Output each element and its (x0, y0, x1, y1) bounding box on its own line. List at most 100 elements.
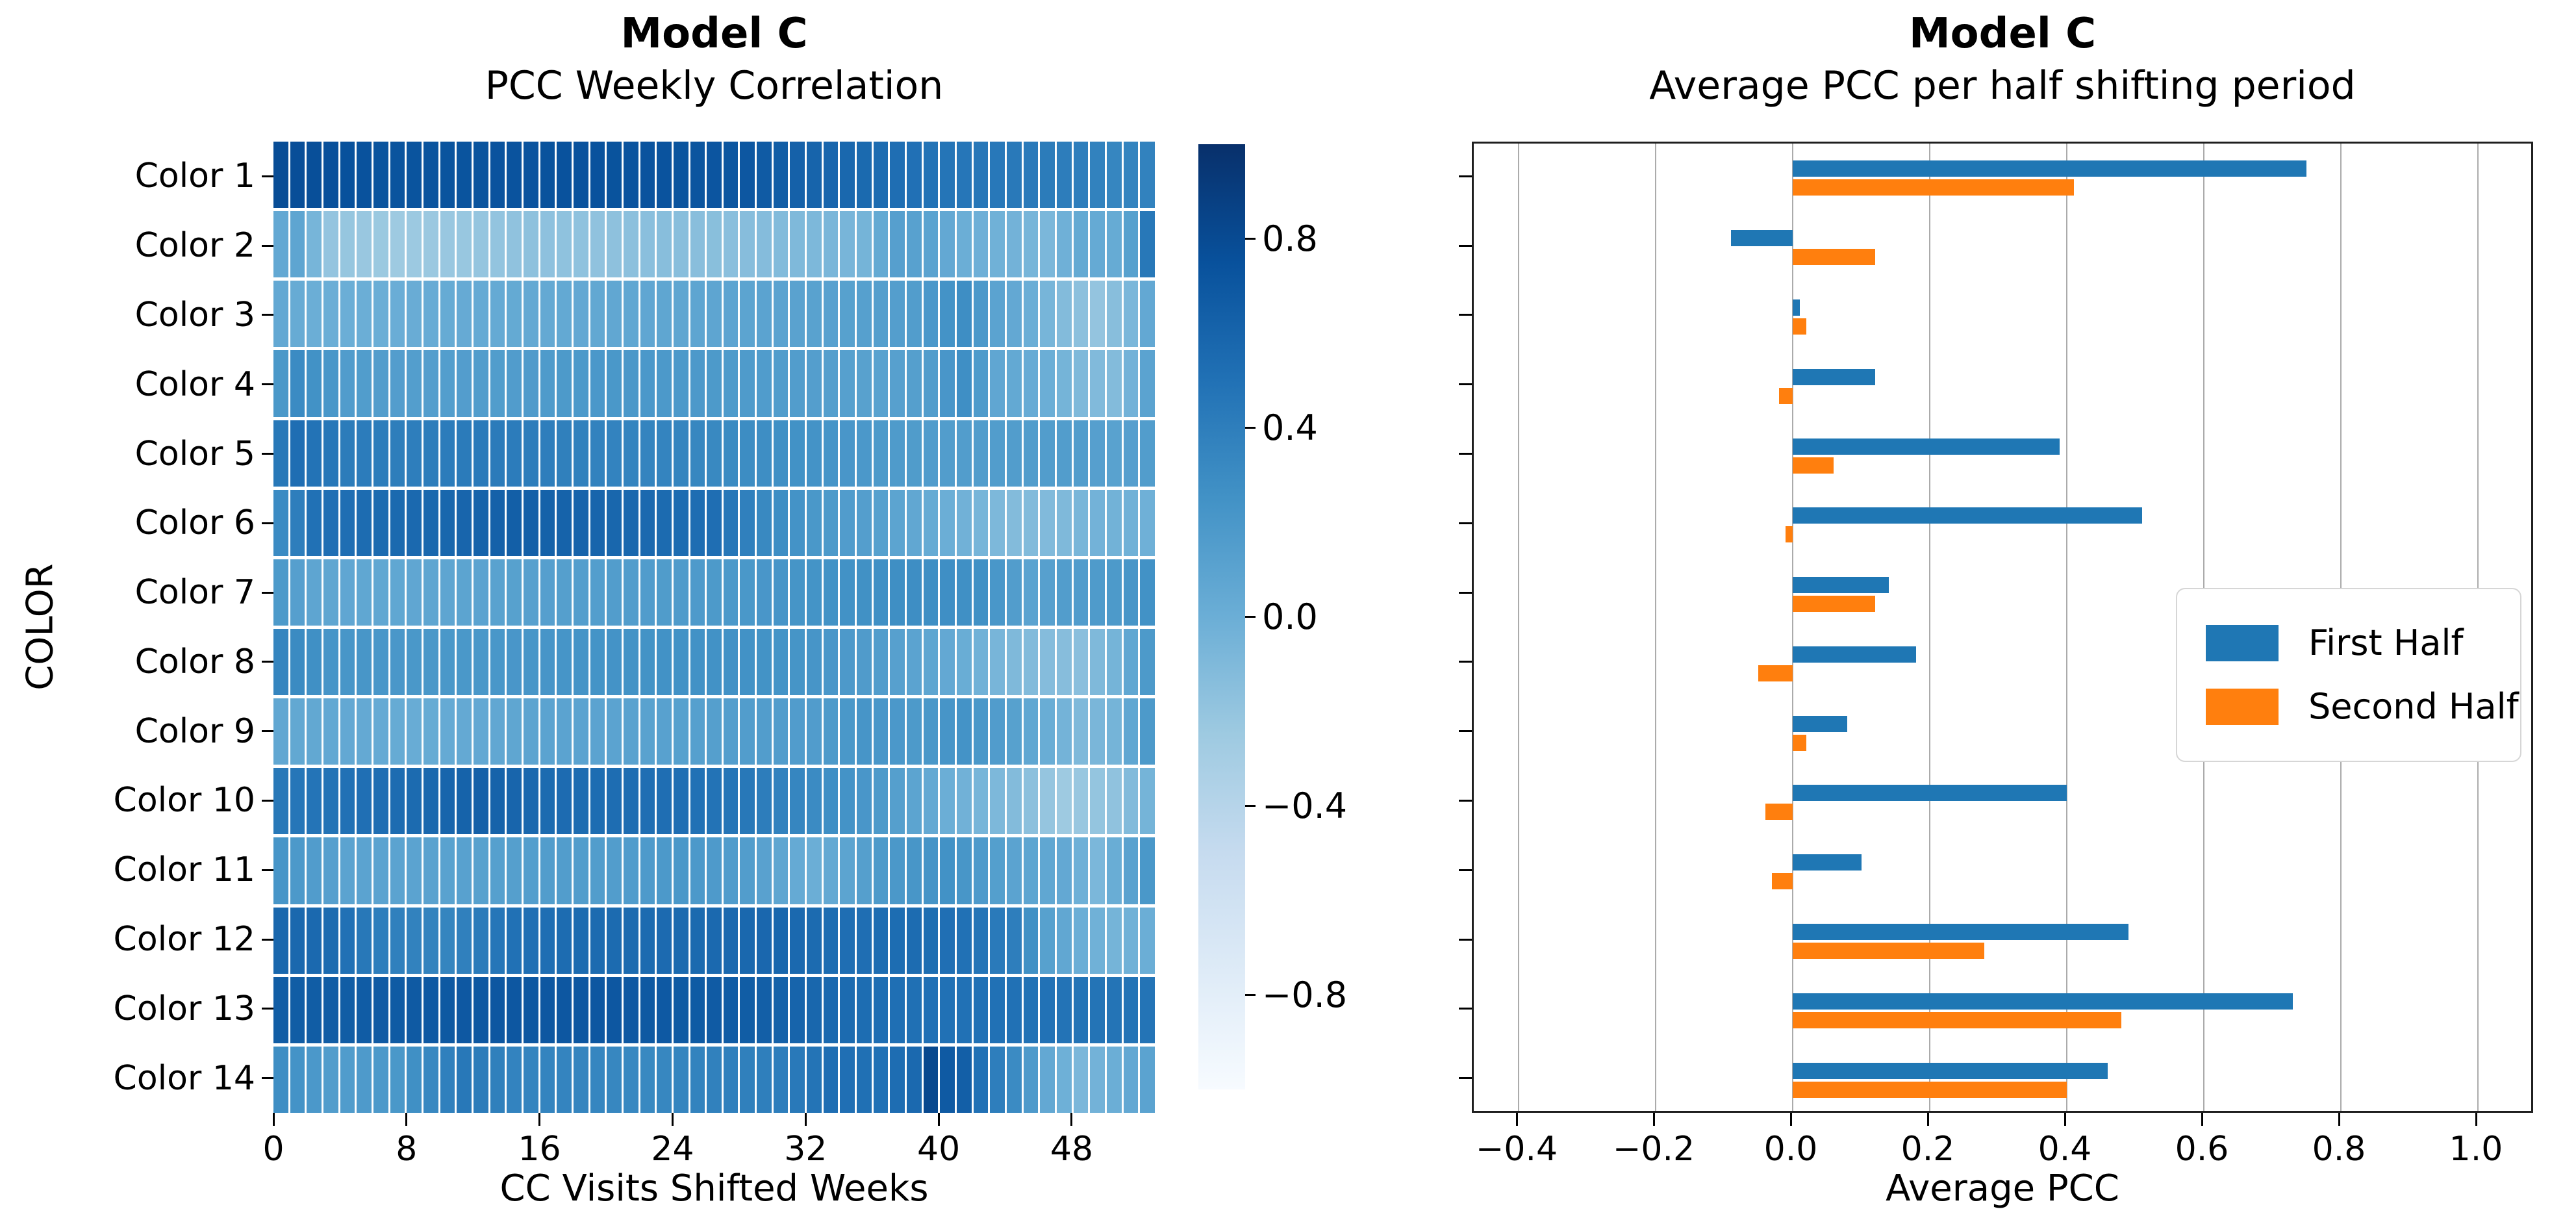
heatmap-cell (1090, 281, 1105, 348)
heatmap-cell (323, 350, 338, 417)
heatmap-cell (1107, 837, 1122, 904)
heatmap-cell (440, 489, 455, 556)
heatmap-cell (440, 211, 455, 278)
heatmap-cell (690, 350, 705, 417)
heatmap-cell (557, 489, 572, 556)
heatmap-cell (340, 211, 355, 278)
heatmap-cell (807, 837, 822, 904)
row-label: Color 10 (113, 781, 255, 820)
heatmap-cell (857, 768, 872, 835)
heatmap-cell (323, 559, 338, 626)
heatmap-cell (307, 1046, 322, 1113)
heatmap-cell (790, 768, 805, 835)
heatmap-cell (1007, 907, 1022, 974)
heatmap-cell (373, 698, 388, 765)
heatmap-cell (740, 907, 755, 974)
heatmap-x-tick-label: 16 (518, 1130, 561, 1169)
heatmap-cell (1123, 350, 1139, 417)
heatmap-cell (723, 837, 739, 904)
heatmap-cell (723, 1046, 739, 1113)
heatmap-cell (340, 142, 355, 209)
heatmap-cell (273, 1046, 288, 1113)
legend-label-second-half: Second Half (2308, 686, 2519, 727)
heatmap-cell (1073, 768, 1089, 835)
heatmap-subtitle: PCC Weekly Correlation (485, 63, 944, 108)
heatmap-grid (273, 142, 1155, 1113)
heatmap-cell (323, 420, 338, 487)
heatmap-cell (1040, 1046, 1055, 1113)
legend-swatch-first-half (2206, 625, 2279, 661)
heatmap-cell (957, 1046, 972, 1113)
heatmap-cell (640, 629, 655, 696)
barchart-y-tick (1459, 661, 1472, 663)
heatmap-cell (757, 907, 772, 974)
heatmap-cell (890, 559, 905, 626)
heatmap-cell (873, 837, 889, 904)
bar-second-half (1786, 526, 1793, 543)
heatmap-cell (373, 420, 388, 487)
heatmap-cell (407, 350, 422, 417)
heatmap-cell (1040, 768, 1055, 835)
heatmap-cell (757, 211, 772, 278)
heatmap-cell (623, 350, 638, 417)
heatmap-cell (857, 281, 872, 348)
heatmap-cell (473, 142, 488, 209)
heatmap-cell (840, 768, 855, 835)
heatmap-cell (440, 420, 455, 487)
heatmap-cell (473, 281, 488, 348)
heatmap-cell (823, 768, 839, 835)
heatmap-cell (340, 976, 355, 1043)
heatmap-cell (540, 907, 555, 974)
heatmap-cell (873, 420, 889, 487)
heatmap-cell (723, 350, 739, 417)
heatmap-cell (273, 768, 288, 835)
barchart-x-tick (2201, 1113, 2203, 1126)
heatmap-cell (790, 211, 805, 278)
heatmap-cell (957, 281, 972, 348)
bar-first-half (1793, 1062, 2108, 1079)
heatmap-cell (590, 1046, 605, 1113)
heatmap-cell (540, 281, 555, 348)
heatmap-cell (757, 837, 772, 904)
heatmap-cell (1023, 211, 1039, 278)
heatmap-cell (1107, 698, 1122, 765)
heatmap-cell (523, 768, 538, 835)
heatmap-cell (973, 142, 989, 209)
heatmap-cell (390, 837, 405, 904)
heatmap-cell (890, 976, 905, 1043)
heatmap-y-tick (262, 522, 273, 524)
heatmap-cell (340, 1046, 355, 1113)
heatmap-cell (590, 211, 605, 278)
heatmap-x-tick-label: 48 (1050, 1130, 1094, 1169)
heatmap-cell (973, 559, 989, 626)
heatmap-cell (423, 350, 438, 417)
heatmap-cell (490, 907, 505, 974)
grid-line (1518, 144, 1519, 1111)
heatmap-cell (857, 1046, 872, 1113)
heatmap-cell (323, 142, 338, 209)
heatmap-cell (1057, 489, 1072, 556)
heatmap-cell (340, 768, 355, 835)
heatmap-x-tick (405, 1113, 408, 1126)
heatmap-cell (673, 350, 688, 417)
heatmap-cell (557, 768, 572, 835)
barchart-y-tick (1459, 730, 1472, 733)
heatmap-cell (323, 629, 338, 696)
heatmap-cell (273, 837, 288, 904)
heatmap-cell (1140, 559, 1155, 626)
heatmap-cell (790, 698, 805, 765)
heatmap-cell (757, 142, 772, 209)
heatmap-cell (707, 489, 722, 556)
heatmap-cell (423, 907, 438, 974)
heatmap-cell (1123, 768, 1139, 835)
heatmap-cell (907, 976, 922, 1043)
heatmap-cell (1123, 281, 1139, 348)
heatmap-cell (607, 281, 622, 348)
bar-second-half (1793, 734, 1807, 751)
heatmap-cell (823, 211, 839, 278)
heatmap-x-tick (671, 1113, 674, 1126)
heatmap-cell (1007, 629, 1022, 696)
bar-first-half (1793, 438, 2060, 455)
heatmap-cell (990, 420, 1005, 487)
heatmap-cell (540, 768, 555, 835)
